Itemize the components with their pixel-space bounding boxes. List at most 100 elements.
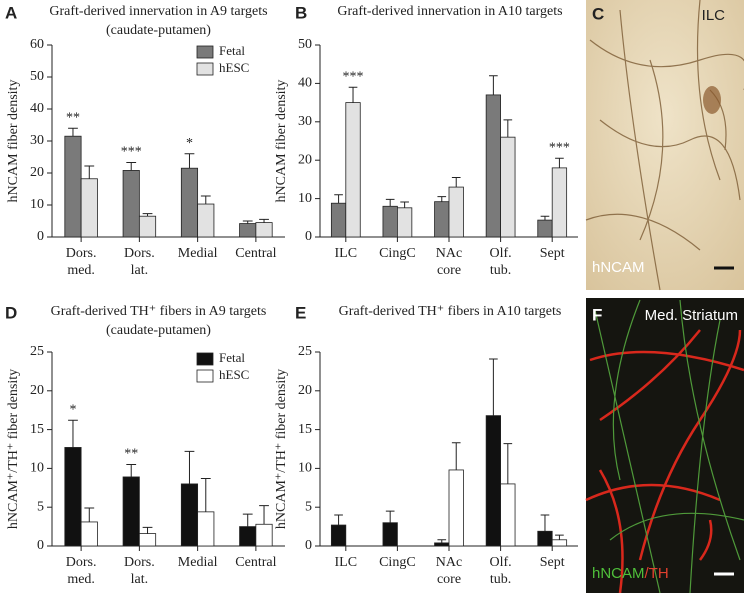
error-bar: [540, 514, 550, 532]
error-bar: [68, 127, 78, 137]
error-bar: [385, 510, 395, 523]
bar: [500, 136, 516, 238]
bar: [138, 533, 157, 547]
bar: [80, 178, 98, 238]
x-tick-label: Olf. tub.: [489, 555, 512, 587]
error-bar: [400, 201, 409, 208]
bar: [382, 205, 398, 238]
y-axis-label: hNCAM⁺/TH⁺ fiber density: [6, 369, 21, 529]
bar: [180, 167, 199, 238]
x-tick-label-box: Olf. tub.: [490, 246, 512, 278]
y-tick-label: 50: [30, 69, 44, 84]
error-bar: [334, 194, 343, 204]
error-bar: [142, 213, 153, 217]
y-tick-label: 10: [30, 197, 44, 212]
bar: [434, 201, 450, 238]
error-bar: [259, 218, 269, 223]
y-axis-label: hNCAM⁺/TH⁺ fiber density: [274, 369, 289, 529]
chart-title: Graft-derived innervation in A9 targets: [49, 4, 267, 19]
x-tick-label: Dors. lat.: [124, 555, 155, 587]
micrograph-c: C ILC hNCAM: [585, 0, 744, 291]
bar: [485, 415, 502, 547]
legend-label: Fetal: [219, 43, 245, 58]
y-tick-label: 5: [305, 499, 312, 514]
bar: [396, 207, 413, 238]
y-tick-label: 20: [30, 165, 44, 180]
y-tick-label: 0: [305, 229, 312, 244]
significance: ***: [121, 145, 142, 160]
x-tick-label-box: Medial: [178, 555, 218, 570]
y-tick-label: 50: [298, 37, 312, 52]
error-bar: [540, 215, 550, 221]
y-tick-label: 40: [30, 101, 44, 116]
y-tick-label: 40: [298, 76, 312, 91]
significance: **: [66, 110, 80, 125]
legend-swatch: [196, 369, 214, 383]
panel-letter: E: [295, 303, 306, 322]
error-bar: [126, 464, 137, 477]
bar: [180, 483, 199, 547]
significance: *: [186, 136, 193, 151]
error-bar: [503, 443, 513, 484]
x-tick-label-box: NAc core: [436, 555, 462, 587]
x-tick-label: ILC: [334, 246, 358, 261]
bar: [551, 167, 568, 238]
legend-label: hESC: [219, 60, 249, 75]
error-bar: [348, 86, 358, 103]
bar: [239, 223, 257, 238]
x-tick-label: NAc core: [435, 246, 463, 278]
stain-label: hNCAM/TH: [592, 565, 669, 582]
significance: **: [124, 447, 138, 462]
bar: [500, 483, 516, 547]
error-bar: [555, 157, 564, 168]
significance: ***: [343, 69, 364, 84]
error-bar: [242, 513, 253, 527]
legend-label: Fetal: [219, 350, 245, 365]
error-bar: [68, 419, 78, 448]
significance: ***: [549, 140, 570, 155]
y-tick-label: 5: [37, 499, 44, 514]
bar: [448, 469, 464, 547]
bar: [537, 219, 553, 238]
x-tick-label: Sept: [539, 555, 565, 570]
bar: [551, 539, 568, 547]
error-bar: [489, 358, 498, 416]
x-tick-label-box: CingC: [379, 246, 416, 261]
y-tick-label: 20: [298, 383, 312, 398]
bar: [255, 523, 273, 547]
chart-title: Graft-derived TH⁺ fibers in A9 targets: [51, 304, 267, 319]
error-bar: [200, 195, 211, 205]
x-tick-label: Dors. lat.: [124, 246, 155, 278]
x-tick-label: CingC: [379, 555, 416, 570]
error-bar: [200, 477, 211, 512]
bar: [197, 511, 215, 547]
error-bar: [334, 514, 343, 526]
stain-label: hNCAM: [592, 259, 645, 276]
region-label: ILC: [702, 7, 726, 24]
x-tick-label-box: Sept: [539, 555, 565, 570]
error-bar: [84, 507, 95, 522]
panel-letter: D: [5, 303, 17, 322]
panel-letter: A: [5, 3, 17, 22]
x-tick-label: Medial: [177, 246, 218, 261]
bar: [448, 186, 464, 238]
y-tick-label: 20: [30, 383, 44, 398]
y-tick-label: 0: [37, 538, 44, 553]
x-tick-label: ILC: [334, 555, 358, 570]
error-bar: [242, 220, 253, 224]
significance: *: [69, 403, 76, 418]
error-bar: [555, 534, 564, 540]
error-bar: [451, 176, 461, 188]
legend-swatch: [196, 45, 214, 59]
bar: [485, 94, 502, 238]
bar: [122, 170, 140, 238]
y-tick-label: 0: [305, 538, 312, 553]
error-bar: [184, 153, 195, 169]
bar: [255, 222, 273, 238]
bar: [330, 524, 347, 547]
y-tick-label: 10: [30, 461, 44, 476]
bar: [330, 202, 347, 238]
bar: [64, 447, 82, 547]
chart-subtitle: (caudate-putamen): [106, 323, 211, 338]
